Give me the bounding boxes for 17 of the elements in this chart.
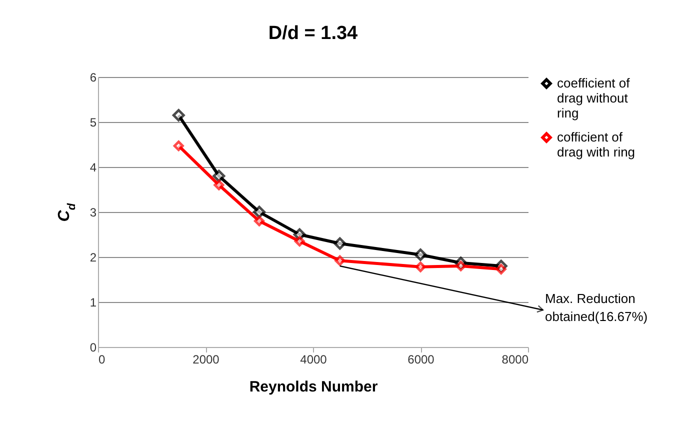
y-tick-label: 5 bbox=[90, 116, 97, 130]
legend-label: cofficient of drag with ring bbox=[557, 130, 636, 160]
y-tick-label: 6 bbox=[90, 70, 97, 84]
y-tick-label: 4 bbox=[90, 160, 97, 174]
x-axis-title: Reynolds Number bbox=[249, 378, 378, 396]
y-tick-label: 1 bbox=[90, 296, 97, 310]
x-tick-label: 0 bbox=[98, 352, 106, 366]
legend-label: coefficient of drag without ring bbox=[557, 76, 630, 120]
x-tick-label: 8000 bbox=[502, 352, 529, 366]
y-tick-label: 0 bbox=[90, 340, 97, 354]
x-tick-label: 4000 bbox=[300, 352, 328, 366]
y-tick-label: 3 bbox=[90, 206, 97, 220]
annotation: Max. Reduction obtained(16.67%) bbox=[545, 291, 648, 324]
x-tick-label: 6000 bbox=[408, 352, 435, 366]
y-tick-label: 2 bbox=[90, 250, 97, 264]
x-tick-label: 2000 bbox=[192, 352, 220, 366]
chart-title: D/d = 1.34 bbox=[268, 23, 358, 44]
